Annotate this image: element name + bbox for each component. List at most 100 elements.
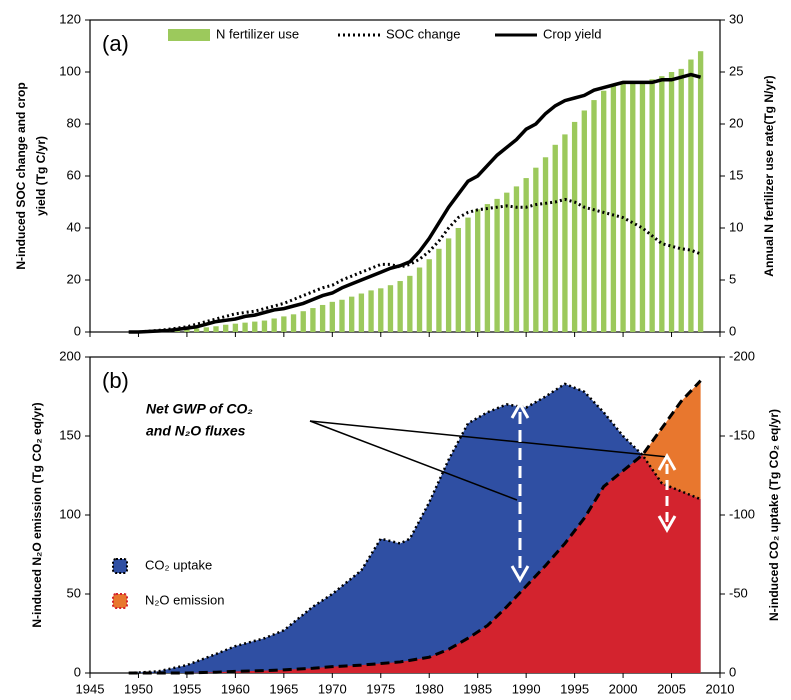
x-tick-label: 1970 — [318, 681, 347, 696]
bar — [533, 167, 539, 332]
bar — [678, 68, 684, 332]
bar — [203, 327, 209, 332]
annotation: and N₂O fluxes — [146, 423, 246, 439]
x-tick-label: 2010 — [706, 681, 735, 696]
bar — [504, 192, 510, 332]
bar — [281, 316, 287, 332]
bar — [620, 82, 626, 333]
legend-swatch — [168, 29, 210, 41]
legend-swatch — [112, 558, 128, 574]
bar — [445, 238, 452, 332]
legend-label: SOC change — [386, 26, 460, 41]
bar — [358, 293, 365, 332]
bar — [310, 308, 316, 332]
legend-label: N fertilizer use — [216, 26, 299, 41]
bar — [329, 301, 335, 332]
y-tick-label: 40 — [67, 219, 81, 234]
bar — [639, 81, 646, 332]
y-tick-label: 50 — [67, 585, 81, 600]
bar — [213, 326, 219, 332]
arrow-head — [510, 400, 530, 584]
overlay: Net GWP of CO₂ and N₂O fluxes — [146, 400, 677, 584]
y2-tick-label: 10 — [729, 219, 743, 234]
y-tick-label: 0 — [74, 664, 81, 679]
y2-tick-label: 30 — [729, 11, 743, 26]
bar — [562, 134, 568, 332]
y-tick-label: 20 — [67, 271, 81, 286]
y2-tick-label: 0 — [729, 664, 736, 679]
bar — [193, 328, 200, 332]
legend-label: N₂O emission — [145, 592, 224, 607]
x-tick-label: 1960 — [221, 681, 250, 696]
panel-label: (b) — [102, 368, 129, 393]
bar — [252, 321, 258, 332]
bar — [542, 157, 549, 332]
y2-tick-label: 20 — [729, 115, 743, 130]
y-tick-label: 80 — [67, 115, 81, 130]
x-tick-label: 1995 — [560, 681, 589, 696]
bar — [232, 323, 239, 332]
y2-tick-label: -100 — [729, 506, 755, 521]
bar — [649, 79, 655, 332]
bar — [223, 324, 229, 332]
x-tick-label: 1985 — [463, 681, 492, 696]
annotation-pointer — [309, 420, 669, 458]
n2o-outline — [128, 379, 702, 675]
n2o-overlap-area — [128, 383, 701, 673]
bar — [523, 178, 529, 332]
bar — [668, 72, 675, 332]
y2-tick-label: -150 — [729, 427, 755, 442]
x-tick-label: 1955 — [172, 681, 201, 696]
bar — [271, 318, 277, 332]
annotation: Net GWP of CO₂ — [146, 401, 253, 417]
y2-tick-label: 0 — [729, 323, 736, 338]
line — [128, 72, 702, 334]
x-tick-label: 1945 — [76, 681, 105, 696]
y-tick-label: 200 — [59, 348, 81, 363]
panel-label: (a) — [102, 31, 129, 56]
y2-axis-label: N-induced CO₂ uptake (Tg CO₂ eq/yr) — [767, 409, 781, 621]
y-tick-label: 100 — [59, 506, 81, 521]
y-tick-label: 120 — [59, 11, 81, 26]
bar — [261, 320, 268, 332]
x-tick-label: 1990 — [512, 681, 541, 696]
bar — [242, 322, 248, 332]
y2-tick-label: -200 — [729, 348, 755, 363]
bar — [659, 76, 665, 332]
y-axis-label: yield (Tg C/yr) — [34, 136, 48, 216]
bar — [513, 186, 520, 332]
bar — [319, 304, 326, 332]
x-tick-label: 2000 — [609, 681, 638, 696]
bar — [475, 209, 481, 332]
bar — [591, 100, 597, 332]
y2-axis-label: Annual N fertilizer use rate(Tg N/yr) — [762, 75, 776, 276]
bar — [494, 198, 500, 332]
bar — [184, 328, 190, 332]
legend-swatch — [112, 593, 128, 609]
x-tick-label: 1965 — [269, 681, 298, 696]
bar — [610, 84, 617, 332]
co2-outline — [128, 382, 702, 675]
panel-a: 0 20 40 60 80 100 120 0 5 10 15 20 25 30 (a) N-induced … — [14, 11, 776, 338]
bar — [407, 275, 413, 332]
bar — [349, 296, 355, 332]
bar — [339, 299, 345, 332]
legend-label: Crop yield — [543, 26, 602, 41]
legend-label: CO₂ uptake — [145, 557, 212, 572]
x-tick-label: 2005 — [657, 681, 686, 696]
bar — [300, 311, 306, 332]
y2-tick-label: -50 — [729, 585, 748, 600]
bar — [378, 288, 384, 332]
bar — [630, 82, 636, 333]
bar — [581, 110, 587, 332]
y-tick-label: 100 — [59, 63, 81, 78]
y-axis-label: N-induced SOC change and crop — [14, 82, 28, 269]
bar — [387, 285, 394, 332]
bar — [416, 267, 423, 332]
annotation-pointer — [309, 420, 518, 501]
bar — [484, 204, 491, 332]
y2-tick-label: 25 — [729, 63, 743, 78]
bar — [397, 281, 403, 332]
y-axis-label: N-induced N₂O emission (Tg CO₂ eq/yr) — [30, 402, 44, 627]
